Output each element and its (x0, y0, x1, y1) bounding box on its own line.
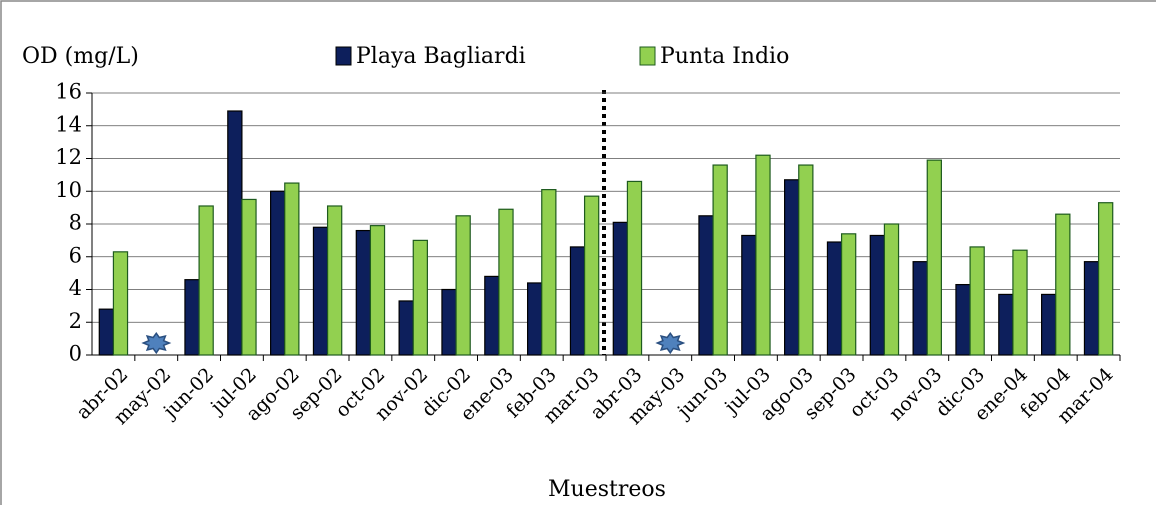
y-tick-label: 4 (69, 276, 82, 300)
y-tick-label: 12 (55, 145, 82, 169)
bar (455, 215, 471, 356)
legend-swatch (639, 46, 656, 66)
bar (112, 251, 129, 356)
y-tick-label: 16 (55, 80, 82, 104)
bar (227, 110, 243, 356)
bar (626, 180, 643, 356)
bar (583, 195, 600, 356)
legend-label: Punta Indio (660, 44, 789, 69)
bar (498, 208, 514, 356)
bar (569, 246, 586, 356)
bar (355, 229, 372, 356)
bar (826, 241, 843, 356)
bar (912, 261, 928, 356)
no-data-marker (141, 332, 172, 355)
bar (326, 205, 343, 356)
y-tick-label: 8 (69, 211, 82, 235)
bar (1097, 202, 1114, 356)
bar (1055, 213, 1071, 356)
bar (541, 189, 557, 356)
legend-label: Playa Bagliardi (356, 44, 526, 69)
bar (784, 179, 800, 356)
legend-swatch (335, 46, 352, 66)
bar (741, 234, 757, 356)
bar (1012, 249, 1028, 356)
bar (955, 283, 971, 356)
x-axis-label: Muestreos (548, 477, 666, 502)
bar (312, 226, 329, 356)
bar (798, 164, 814, 356)
bar (527, 282, 543, 356)
bar (241, 198, 257, 356)
bar (869, 234, 886, 356)
bar (398, 300, 414, 356)
bar (1041, 293, 1057, 356)
bar (484, 275, 500, 356)
bar (612, 221, 629, 356)
bar (441, 288, 457, 356)
y-tick-label: 14 (55, 112, 82, 136)
bar (1083, 261, 1100, 356)
bar (883, 223, 900, 356)
bar (840, 233, 857, 356)
bar (270, 190, 286, 356)
bar (712, 164, 728, 356)
bar (184, 279, 200, 356)
y-tick-label: 2 (69, 309, 82, 333)
bar (755, 154, 771, 356)
bar (284, 182, 300, 356)
bar (369, 225, 386, 356)
y-tick-label: 10 (55, 178, 82, 202)
bar (412, 239, 428, 356)
y-tick-label: 0 (69, 342, 82, 366)
bar (926, 159, 942, 356)
y-axis-label: OD (mg/L) (22, 44, 139, 69)
bar (198, 205, 214, 356)
bar (998, 293, 1014, 356)
bar (98, 308, 115, 356)
y-tick-label: 6 (69, 243, 82, 267)
no-data-marker (655, 332, 686, 355)
bar (969, 246, 985, 356)
bar (698, 215, 714, 356)
